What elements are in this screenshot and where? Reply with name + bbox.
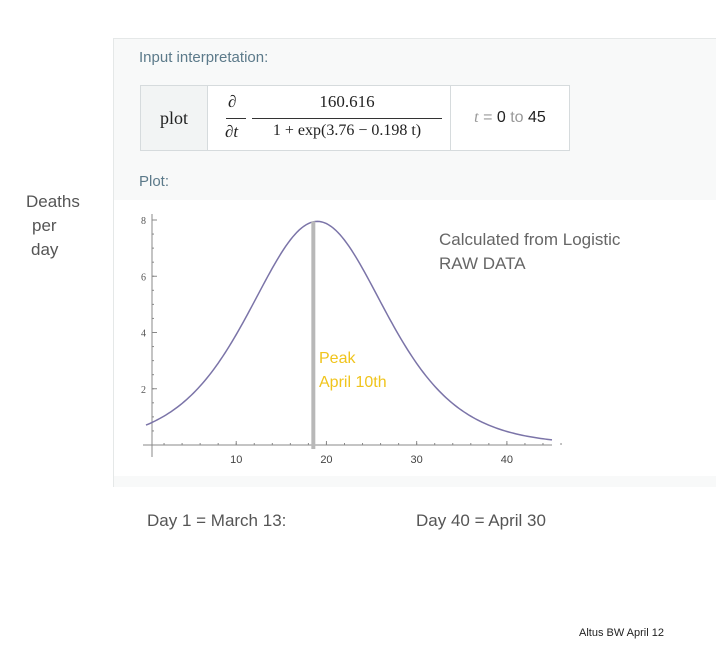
fraction-numerator: 160.616 xyxy=(319,92,375,111)
credit-note: Altus BW April 12 xyxy=(579,627,664,639)
x-tick-label: 40 xyxy=(501,454,513,466)
day40-note: Day 40 = April 30 xyxy=(416,511,546,530)
range-to-word: to xyxy=(510,109,524,126)
side-label-line-2: per xyxy=(32,216,57,235)
plot-command: plot xyxy=(159,107,188,128)
input-interpretation-table: plot ∂ ∂t 160.616 1 + exp(3.76 − 0.198 t… xyxy=(140,85,570,151)
side-label-line-3: day xyxy=(31,240,59,259)
plot-heading: Plot: xyxy=(139,173,170,190)
y-tick-label: 8 xyxy=(141,216,146,227)
calc-annotation-line-1: Calculated from Logistic xyxy=(439,230,621,249)
range-variable: t xyxy=(474,109,479,126)
input-interpretation-heading: Input interpretation: xyxy=(139,49,269,66)
fraction-bar xyxy=(252,118,442,119)
range-cell: t = 0 to 45 xyxy=(450,85,570,151)
peak-annotation: Peak April 10th xyxy=(319,347,387,395)
x-tick-label: 30 xyxy=(411,454,423,466)
side-label-line-1: Deaths xyxy=(26,192,80,211)
y-axis-side-label: Deaths per day xyxy=(26,190,80,262)
calc-annotation: Calculated from Logistic RAW DATA xyxy=(439,228,620,276)
peak-annotation-line-2: April 10th xyxy=(319,374,387,391)
y-tick-label: 2 xyxy=(141,385,146,396)
formula-cell: ∂ ∂t 160.616 1 + exp(3.76 − 0.198 t) xyxy=(207,85,451,151)
range-equals: = xyxy=(483,109,493,126)
plot-command-cell: plot xyxy=(140,85,208,151)
range-to: 45 xyxy=(528,109,546,126)
partial-fraction-bar xyxy=(226,118,246,119)
partial-numerator: ∂ xyxy=(228,92,237,111)
plot-area xyxy=(114,200,716,476)
x-tick-label: 10 xyxy=(230,454,242,466)
x-tick-label: 20 xyxy=(320,454,332,466)
y-tick-label: 6 xyxy=(141,272,146,283)
day1-note: Day 1 = March 13: xyxy=(147,511,287,530)
chart-ticks: 10 20 30 40 2 4 6 8 xyxy=(141,216,562,466)
peak-annotation-line-1: Peak xyxy=(319,350,356,367)
fraction-denominator: 1 + exp(3.76 − 0.198 t) xyxy=(272,122,422,139)
range-from: 0 xyxy=(496,109,506,126)
calc-annotation-line-2: RAW DATA xyxy=(439,254,526,273)
partial-denominator: ∂t xyxy=(225,122,239,141)
series-line xyxy=(145,220,553,441)
y-tick-label: 4 xyxy=(141,329,146,340)
